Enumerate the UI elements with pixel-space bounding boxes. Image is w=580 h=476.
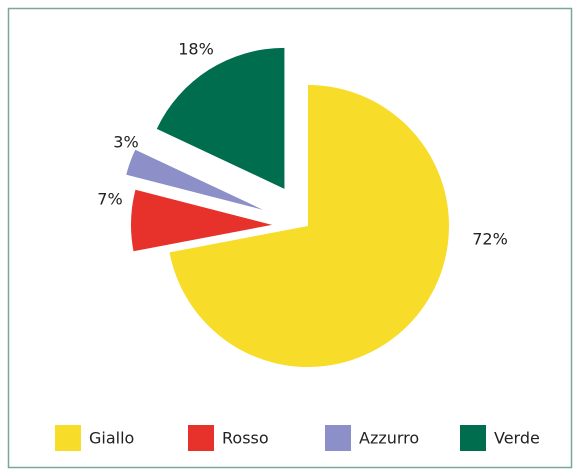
legend-swatch — [188, 425, 214, 451]
pie-slice — [131, 189, 273, 252]
legend-label: Azzurro — [359, 429, 419, 448]
legend-label: Verde — [494, 429, 540, 448]
legend-swatch — [325, 425, 351, 451]
legend-label: Giallo — [89, 429, 134, 448]
pie-slice — [126, 149, 263, 210]
value-label: 72% — [472, 230, 508, 249]
value-label: 18% — [178, 40, 214, 59]
value-label: 7% — [97, 190, 122, 209]
legend-label: Rosso — [222, 429, 269, 448]
value-label: 3% — [113, 133, 138, 152]
pie-slice — [156, 47, 285, 189]
pie-slice — [169, 85, 450, 368]
legend-swatch — [55, 425, 81, 451]
legend-swatch — [460, 425, 486, 451]
